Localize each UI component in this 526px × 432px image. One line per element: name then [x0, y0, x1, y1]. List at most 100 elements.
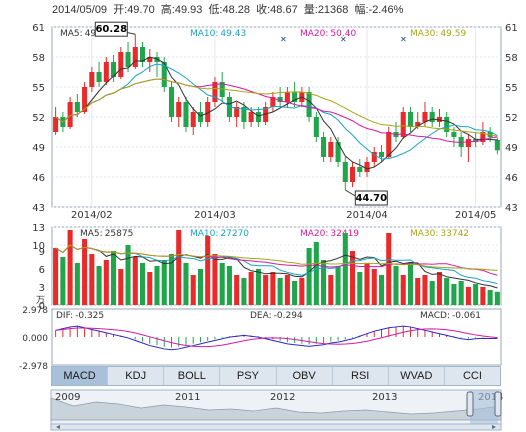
candle-body: [74, 102, 80, 112]
max-price-label: 60.28: [95, 24, 127, 35]
candle-body: [407, 112, 414, 127]
volume-bar: [487, 290, 493, 305]
volume-bar: [154, 266, 160, 305]
overview-area: [50, 397, 502, 421]
overview-right-handle[interactable]: [494, 391, 502, 417]
candle-body: [429, 112, 435, 122]
candle-body: [306, 92, 312, 117]
volume-bar: [183, 263, 189, 305]
macd-legend-dif: DIF: -0.325: [56, 311, 104, 321]
volume-bar: [219, 263, 225, 305]
candle-body: [350, 167, 356, 182]
candle-body: [190, 112, 196, 127]
volume-bar: [480, 287, 486, 305]
header-volume: 21368: [318, 4, 349, 16]
header-low: 48.28: [223, 4, 251, 16]
candle-body: [139, 47, 146, 62]
volume-bar: [241, 278, 247, 305]
min-price-label: 44.70: [355, 193, 387, 204]
macd-dea-line: [55, 327, 498, 348]
volume-bar: [350, 251, 356, 305]
tab-boll[interactable]: BOLL: [164, 367, 221, 385]
volume-moving-averages: [55, 244, 498, 289]
volume-bar: [60, 257, 66, 305]
volume-bar: [132, 257, 138, 305]
volume-bar: [118, 269, 124, 305]
price-tick-right: 58: [505, 53, 518, 64]
candle-body: [125, 52, 131, 67]
tab-cci[interactable]: CCI: [462, 370, 482, 382]
volume-bar: [125, 245, 131, 305]
macd-dea: -0.294: [274, 311, 303, 321]
volume-bar: [371, 269, 377, 305]
header-low-label: 低:: [208, 3, 222, 16]
volume-bar: [53, 248, 59, 305]
indicator-tabs: MACD KDJ BOLL PSY OBV RSI WVAD CCI: [51, 366, 501, 386]
scroll-left-arrow-icon[interactable]: [56, 425, 60, 429]
tab-wvad[interactable]: WVAD: [389, 367, 445, 385]
macd-dea-label: DEA:: [250, 311, 272, 321]
x-tick-label: 2014/03: [194, 210, 236, 221]
volume-bar: [197, 269, 203, 305]
candle-body: [284, 92, 290, 102]
min-pointer: [345, 189, 356, 197]
volume-bar: [205, 236, 211, 305]
volume-bar: [313, 242, 319, 305]
volume-bar: [400, 275, 406, 305]
candle-body: [255, 112, 261, 122]
candle-body: [357, 167, 363, 172]
volume-bar: [82, 239, 88, 305]
price-tick-left: 43: [32, 203, 45, 214]
candle-body: [111, 62, 117, 77]
macd-panel: [51, 308, 502, 366]
volume-tick: 10: [32, 241, 45, 252]
overview-year: 2012: [270, 392, 295, 403]
candle-body: [400, 112, 406, 137]
tab-psy[interactable]: PSY: [220, 367, 277, 385]
x-tick-label: 2014/04: [346, 210, 388, 221]
volume-legend-value: 33742: [440, 229, 469, 239]
candle-body: [205, 102, 211, 122]
volume-grid: [52, 226, 501, 306]
price-ma5-line: [55, 56, 498, 170]
header-close-label: 收:: [256, 2, 270, 16]
tab-kdj[interactable]: KDJ: [108, 367, 165, 385]
volume-bar: [212, 254, 218, 305]
volume-bar: [74, 263, 80, 305]
volume-bar: [444, 278, 450, 305]
macd-macd-label: MACD:: [420, 311, 450, 321]
volume-legend-value: 25875: [105, 229, 134, 239]
volume-legend-item: MA5: 25875: [80, 229, 133, 239]
overview-scrollbar[interactable]: [50, 423, 502, 431]
tab-macd[interactable]: MACD: [52, 367, 109, 385]
price-tick-left: 49: [32, 143, 45, 154]
tab-rsi[interactable]: RSI: [333, 367, 389, 385]
volume-bar: [248, 272, 254, 305]
candle-body: [183, 102, 189, 127]
volume-bar: [321, 260, 327, 305]
candle-body: [82, 87, 88, 112]
volume-legend-item: MA30: 33742: [410, 229, 469, 239]
x-tick-label: 2014/05: [455, 210, 497, 221]
volume-bar: [234, 275, 240, 305]
volume-bar: [111, 251, 117, 305]
candle-body: [313, 117, 319, 137]
overview-left-handle[interactable]: [466, 391, 474, 417]
tab-obv[interactable]: OBV: [277, 367, 333, 385]
candle-body: [328, 142, 334, 157]
volume-legend-label: MA20:: [300, 229, 328, 239]
pin-icon: ✕: [340, 35, 347, 44]
macd-legend-macd: MACD: -0.061: [420, 311, 481, 321]
volume-bar: [364, 263, 370, 305]
candle-body: [161, 62, 167, 87]
overview-selection[interactable]: [470, 390, 498, 426]
price-legend-value: 49.59: [440, 29, 466, 39]
candle-body: [197, 112, 203, 122]
scroll-right-arrow-icon[interactable]: [492, 425, 496, 429]
candle-body: [277, 97, 283, 102]
volume-legend-value: 27270: [220, 229, 249, 239]
candle-body: [465, 139, 471, 147]
macd-macd: -0.061: [452, 311, 481, 321]
volume-bar: [147, 272, 153, 305]
price-ma30-line: [55, 78, 498, 137]
